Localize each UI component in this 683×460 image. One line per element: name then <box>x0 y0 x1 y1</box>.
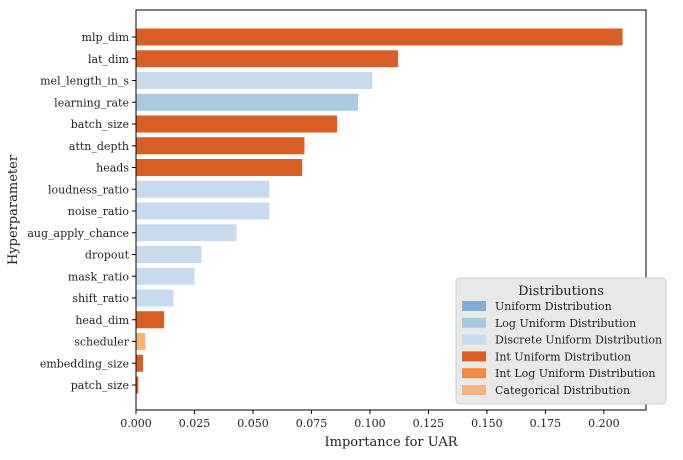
x-tick-label: 0.175 <box>530 417 562 430</box>
bar-dropout <box>136 246 202 263</box>
y-tick-label: shift_ratio <box>72 292 129 305</box>
bar-heads <box>136 159 303 176</box>
y-tick-label: batch_size <box>71 118 129 131</box>
bars-group <box>136 28 623 394</box>
x-tick-label: 0.075 <box>296 417 328 430</box>
legend-swatch-int-uniform <box>462 351 486 362</box>
x-tick-label: 0.125 <box>413 417 445 430</box>
x-tick-label: 0.100 <box>354 417 386 430</box>
x-axis-label: Importance for UAR <box>325 435 459 450</box>
bar-embedding-size <box>136 354 144 372</box>
x-ticks: 0.000 0.025 0.050 0.075 0.100 0.125 0.150 0.175… <box>120 410 620 430</box>
y-tick-label: mask_ratio <box>68 270 130 283</box>
y-tick-label: learning_rate <box>54 96 129 109</box>
bar-lat-dim <box>136 50 399 68</box>
legend-entries: Uniform Distribution Log Uniform Distribu… <box>462 300 662 397</box>
legend-swatch-categorical <box>462 385 486 395</box>
y-tick-label: patch_size <box>71 379 129 392</box>
legend-label-categorical: Categorical Distribution <box>495 384 630 397</box>
y-tick-label: embedding_size <box>40 357 129 370</box>
legend: Distributions Uniform Distribution Log Un… <box>455 277 667 405</box>
bar-head-dim <box>136 311 165 329</box>
bar-patch-size <box>136 376 139 394</box>
y-tick-label: heads <box>96 162 129 175</box>
x-tick-label: 0.150 <box>471 417 503 430</box>
y-tick-label: lat_dim <box>88 53 130 66</box>
legend-box <box>455 277 667 405</box>
y-tick-labels: mlp_dim lat_dim mel_length_in_s learning_ra… <box>27 31 136 392</box>
bar-scheduler <box>136 333 146 350</box>
legend-title: Distributions <box>518 284 604 299</box>
y-tick-label: aug_apply_chance <box>27 227 129 240</box>
legend-label-uniform: Uniform Distribution <box>495 300 612 313</box>
y-tick-label: scheduler <box>74 336 130 349</box>
bar-batch-size <box>136 115 338 133</box>
y-tick-label: noise_ratio <box>68 205 130 218</box>
x-tick-label: 0.200 <box>588 417 620 430</box>
y-tick-label: head_dim <box>75 314 129 327</box>
bar-shift-ratio <box>136 289 174 307</box>
legend-swatch-int-log-uniform <box>462 368 486 379</box>
plot-frame <box>135 9 647 411</box>
y-tick-label: loudness_ratio <box>48 183 129 196</box>
legend-label-int-log-uniform: Int Log Uniform Distribution <box>495 367 656 380</box>
bar-loudness-ratio <box>136 180 270 198</box>
bar-mlp-dim <box>136 28 623 46</box>
y-tick-label: mlp_dim <box>82 31 130 44</box>
legend-label-int-uniform: Int Uniform Distribution <box>495 350 631 363</box>
bar-mask-ratio <box>136 267 195 285</box>
legend-swatch-uniform <box>462 301 486 311</box>
bar-attn-depth <box>136 137 305 155</box>
bar-learning-rate <box>136 93 359 111</box>
bar-aug-apply-chance <box>136 224 237 242</box>
y-tick-label: attn_depth <box>69 140 129 153</box>
legend-label-log-uniform: Log Uniform Distribution <box>495 317 636 330</box>
bar-noise-ratio <box>136 202 270 220</box>
bar-mel-length-in-s <box>136 72 373 89</box>
y-tick-label: dropout <box>85 249 130 262</box>
x-tick-label: 0.025 <box>179 417 211 430</box>
y-axis-label: Hyperparameter <box>6 154 21 265</box>
x-tick-label: 0.000 <box>120 417 152 430</box>
legend-label-discrete-uniform: Discrete Uniform Distribution <box>495 334 662 347</box>
x-tick-label: 0.050 <box>237 417 269 430</box>
legend-swatch-log-uniform <box>462 317 486 328</box>
y-tick-label: mel_length_in_s <box>40 75 129 88</box>
legend-swatch-discrete-uniform <box>462 334 486 345</box>
